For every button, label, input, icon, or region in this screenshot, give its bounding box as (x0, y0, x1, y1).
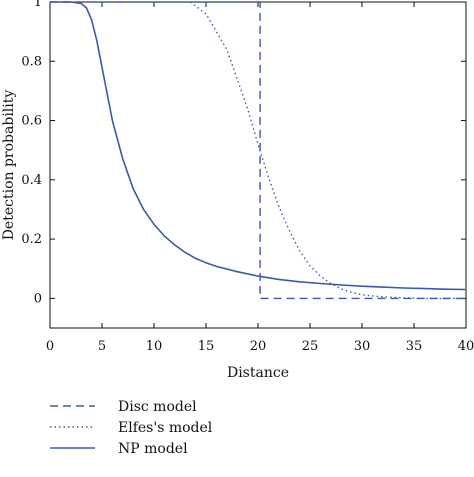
legend-label: Elfes's model (118, 420, 213, 436)
y-tick-label: 1 (34, 0, 42, 10)
y-tick-label: 0.6 (21, 114, 42, 129)
y-tick-label: 0.8 (21, 54, 42, 69)
legend-label: Disc model (118, 399, 197, 415)
y-tick-label: 0 (34, 291, 42, 306)
x-tick-label: 15 (198, 339, 215, 354)
plot-frame (49, 1, 467, 329)
x-tick-label: 35 (406, 339, 423, 354)
x-tick-label: 5 (98, 339, 106, 354)
x-axis-ticks: 0 5 10 15 20 25 30 35 40 (46, 2, 474, 354)
legend: Disc model Elfes's model NP model (50, 399, 213, 457)
x-tick-label: 0 (46, 339, 54, 354)
series-line-3 (50, 1, 467, 291)
y-axis-title: Detection probability (1, 90, 17, 241)
y-axis-ticks: 0 0.2 0.4 0.6 0.8 1 (21, 0, 466, 306)
x-tick-label: 10 (146, 339, 163, 354)
series-group (50, 1, 467, 300)
x-axis-title: Distance (227, 365, 289, 381)
series-line-2 (189, 1, 466, 300)
y-tick-label: 0.4 (21, 173, 42, 188)
x-tick-label: 30 (354, 339, 371, 354)
y-tick-label: 0.2 (21, 232, 42, 247)
series-line-1 (50, 1, 466, 300)
x-tick-label: 20 (250, 339, 267, 354)
legend-label: NP model (118, 441, 188, 457)
x-tick-label: 25 (302, 339, 319, 354)
x-tick-label: 40 (458, 339, 474, 354)
